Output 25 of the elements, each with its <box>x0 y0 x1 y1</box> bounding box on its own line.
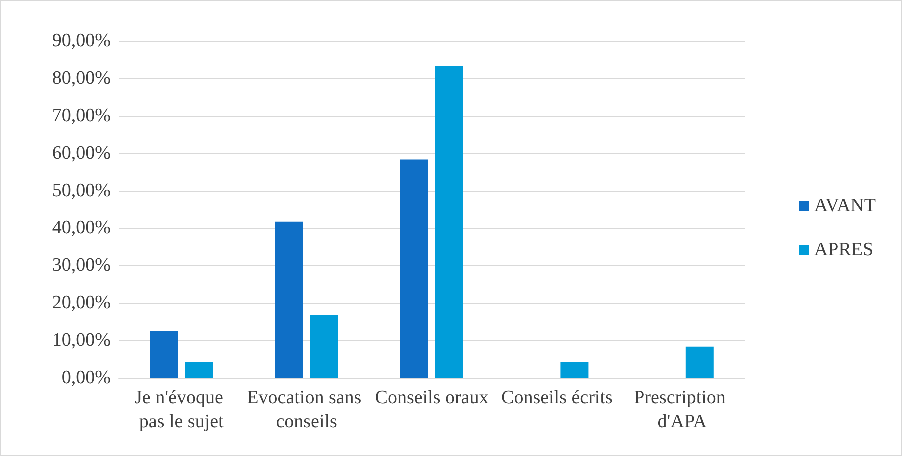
x-tick-label: Evocation sans conseils <box>247 388 366 432</box>
bar <box>400 160 428 378</box>
y-tick-label: 70,00% <box>52 105 112 126</box>
y-tick-label: 30,00% <box>52 255 112 276</box>
y-tick-label: 90,00% <box>52 30 112 52</box>
y-tick-label: 20,00% <box>52 292 112 314</box>
bar <box>185 362 214 378</box>
bar <box>275 222 304 378</box>
y-tick-label: 80,00% <box>52 68 112 89</box>
bar <box>310 315 338 378</box>
y-tick-label: 60,00% <box>52 142 112 164</box>
x-tick-label: Conseils écrits <box>502 388 613 408</box>
legend-label: APRES <box>814 240 874 260</box>
y-tick-label: 40,00% <box>52 218 112 239</box>
bar <box>686 346 714 378</box>
y-tick-label: 10,00% <box>52 330 112 352</box>
x-tick-label: Prescription d'APA <box>634 388 731 432</box>
y-tick-label: 50,00% <box>52 180 112 202</box>
bar <box>150 331 178 378</box>
x-tick-label: Je n'évoque pas le sujet <box>135 388 228 432</box>
bar <box>560 362 589 378</box>
bar <box>436 66 464 378</box>
x-tick-label: Conseils oraux <box>375 388 490 408</box>
legend-label: AVANT <box>814 196 876 216</box>
y-tick-label: 0,00% <box>62 368 112 388</box>
